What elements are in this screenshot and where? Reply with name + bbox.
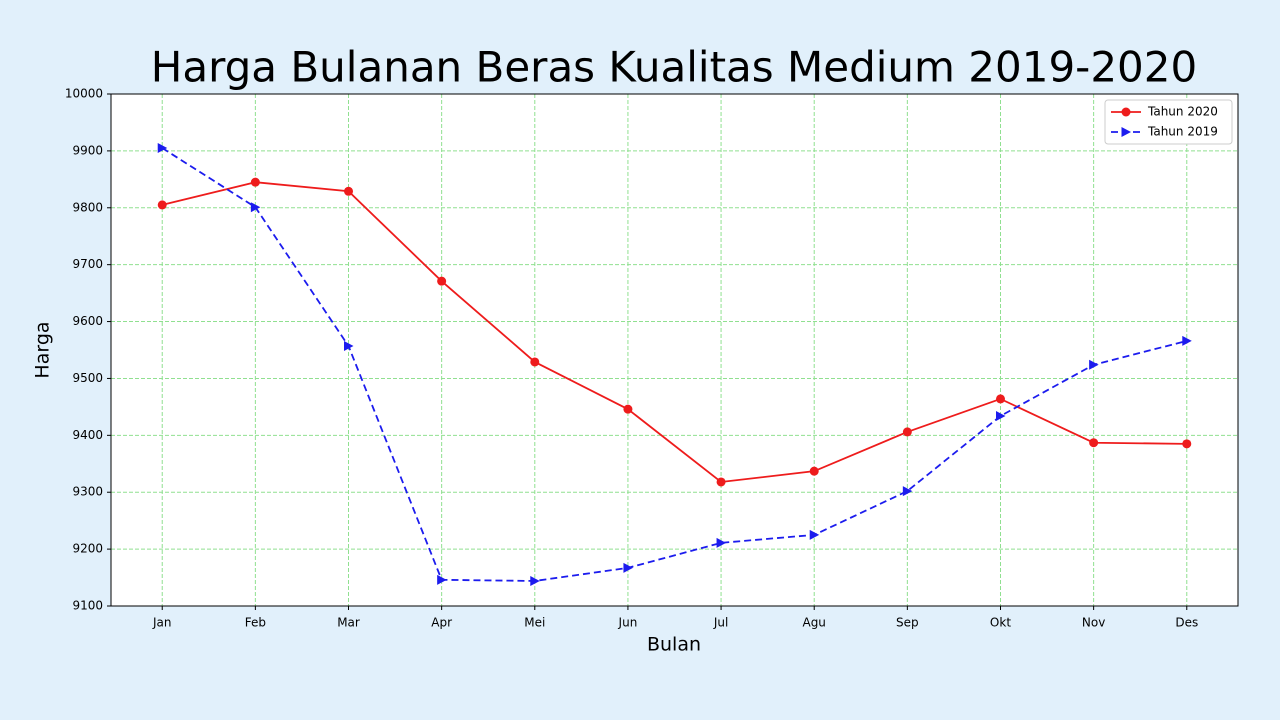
legend: Tahun 2020 Tahun 2019	[1104, 99, 1233, 145]
y-tick-label: 9500	[72, 371, 103, 385]
point	[157, 200, 167, 210]
point	[530, 357, 540, 367]
series-line	[162, 181, 1187, 483]
point	[995, 410, 1006, 421]
y-tick-label: 9100	[72, 599, 103, 613]
point	[902, 427, 912, 437]
point	[437, 574, 447, 585]
x-tick-label: Jan	[152, 616, 172, 630]
y-tick-label: 10000	[65, 87, 103, 101]
x-axis-label: Bulan	[647, 634, 701, 656]
x-tick-label: Mei	[524, 616, 545, 630]
point	[623, 404, 633, 414]
point	[809, 529, 820, 540]
y-tick-label: 9400	[72, 428, 103, 442]
y-tick-label: 9300	[72, 485, 103, 499]
x-tick-label: Jul	[713, 616, 728, 630]
y-tick-label: 9800	[72, 200, 103, 214]
plot-frame	[110, 93, 1239, 607]
point	[250, 202, 261, 213]
y-axis-label: Harga	[32, 321, 54, 378]
point	[1089, 438, 1099, 448]
y-tick-label: 9700	[72, 257, 103, 271]
x-tick-label: Apr	[431, 616, 452, 630]
point	[530, 575, 540, 586]
point	[716, 537, 727, 548]
legend-box	[1104, 99, 1233, 145]
legend-label: Tahun 2019	[1147, 125, 1218, 139]
point	[716, 477, 726, 487]
legend-marker	[1121, 127, 1131, 137]
point	[437, 276, 447, 286]
point	[623, 562, 633, 573]
point	[344, 186, 354, 196]
x-tick-label: Okt	[990, 616, 1011, 630]
point	[1182, 335, 1192, 346]
point	[1089, 359, 1099, 370]
y-tick-label: 9900	[72, 143, 103, 157]
y-tick-label: 9600	[72, 314, 103, 328]
point	[344, 341, 354, 352]
series-line	[161, 147, 1187, 582]
x-tick-label: Agu	[802, 616, 825, 630]
legend-label: Tahun 2020	[1147, 105, 1218, 119]
x-tick-label: Sep	[896, 616, 919, 630]
x-tick-label: Mar	[337, 616, 360, 630]
x-tick-label: Nov	[1082, 616, 1105, 630]
point	[250, 177, 260, 187]
point	[902, 486, 913, 497]
x-tick-label: Des	[1175, 616, 1198, 630]
y-tick-label: 9200	[72, 542, 103, 556]
point	[1182, 439, 1192, 449]
x-tick-label: Feb	[245, 616, 266, 630]
x-tick-label: Jun	[618, 616, 638, 630]
chart-title: Harga Bulanan Beras Kualitas Medium 2019…	[151, 43, 1197, 92]
point	[809, 466, 819, 476]
lines	[157, 143, 1192, 586]
point	[157, 143, 168, 154]
grid	[111, 93, 1238, 607]
legend-marker	[1121, 107, 1131, 117]
point	[995, 394, 1005, 404]
plot-area	[111, 94, 1238, 606]
